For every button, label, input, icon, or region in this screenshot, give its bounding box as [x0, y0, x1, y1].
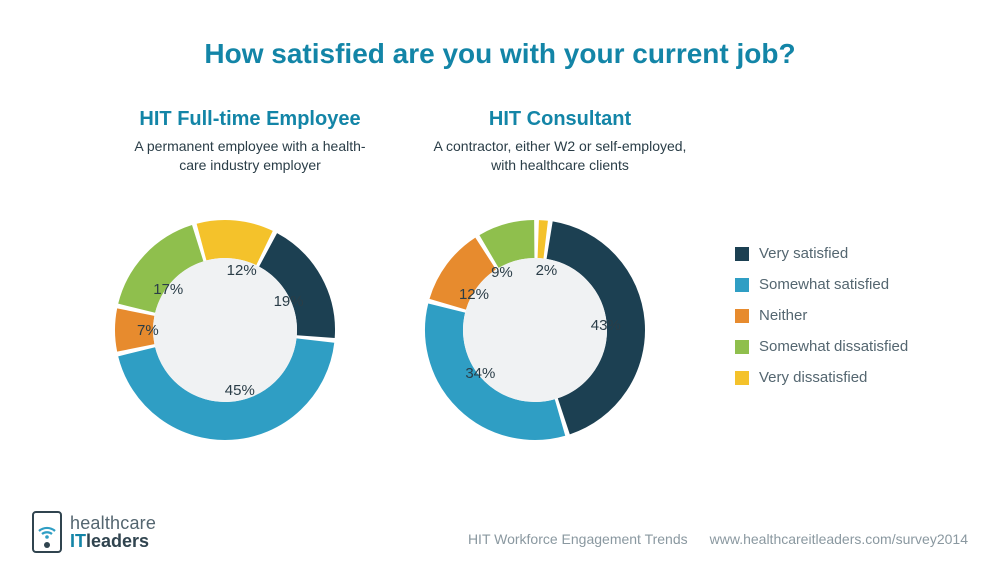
legend-label: Somewhat dissatisfied — [759, 338, 908, 355]
logo-text: healthcare ITleaders — [70, 514, 156, 550]
column-consultant: HIT Consultant A contractor, either W2 o… — [410, 108, 710, 175]
pct-label-neither: 12% — [459, 286, 489, 303]
legend-item-very_dissatisfied: Very dissatisfied — [735, 369, 908, 386]
legend-label: Very satisfied — [759, 245, 848, 262]
page-title: How satisfied are you with your current … — [0, 38, 1000, 70]
page: How satisfied are you with your current … — [0, 0, 1000, 575]
footer-right: HIT Workforce Engagement Trends www.healt… — [468, 531, 968, 547]
chart-title-fulltime: HIT Full-time Employee — [100, 108, 400, 131]
footer-tagline: HIT Workforce Engagement Trends — [468, 531, 688, 547]
pct-label-very_dissatisfied: 2% — [536, 262, 558, 279]
pct-label-somewhat_satisfied: 45% — [225, 382, 255, 399]
device-home-dot — [44, 542, 50, 548]
donut-chart-fulltime: 19% 45% 7% 17% 12% — [95, 200, 355, 460]
logo-line1: healthcare — [70, 514, 156, 532]
footer: healthcare ITleaders HIT Workforce Engag… — [0, 505, 1000, 553]
logo: healthcare ITleaders — [32, 511, 156, 553]
legend-label: Neither — [759, 307, 807, 324]
legend-item-somewhat_satisfied: Somewhat satisfied — [735, 276, 908, 293]
pct-label-somewhat_satisfied: 34% — [465, 365, 495, 382]
pct-label-somewhat_dissatisfied: 9% — [491, 264, 513, 281]
legend-item-very_satisfied: Very satisfied — [735, 245, 908, 262]
legend-item-neither: Neither — [735, 307, 908, 324]
legend-swatch — [735, 309, 749, 323]
donut-chart-consultant: 43% 34% 12%9% 2% — [405, 200, 665, 460]
legend-swatch — [735, 247, 749, 261]
wifi-icon — [37, 522, 57, 542]
legend-swatch — [735, 371, 749, 385]
logo-it: IT — [70, 531, 86, 551]
legend-label: Somewhat satisfied — [759, 276, 889, 293]
legend-label: Very dissatisfied — [759, 369, 867, 386]
legend: Very satisfied Somewhat satisfied Neither S… — [735, 245, 908, 400]
column-fulltime: HIT Full-time Employee A permanent emplo… — [100, 108, 400, 175]
page-title-text: How satisfied are you with your current … — [204, 38, 795, 69]
chart-subtitle-consultant: A contractor, either W2 or self-employed… — [410, 137, 710, 175]
pct-label-somewhat_dissatisfied: 17% — [153, 281, 183, 298]
donut-slice-very_dissatisfied — [538, 239, 545, 240]
logo-device-icon — [32, 511, 62, 553]
legend-swatch — [735, 278, 749, 292]
donut-slice-somewhat_dissatisfied — [489, 239, 534, 251]
footer-url: www.healthcareitleaders.com/survey2014 — [710, 531, 968, 547]
pct-label-very_dissatisfied: 12% — [227, 262, 257, 279]
pct-label-very_satisfied: 43% — [591, 317, 621, 334]
pct-label-neither: 7% — [137, 322, 159, 339]
logo-line2: ITleaders — [70, 532, 156, 550]
legend-item-somewhat_dissatisfied: Somewhat dissatisfied — [735, 338, 908, 355]
donut-slice-very_dissatisfied — [202, 239, 265, 248]
pct-label-very_satisfied: 19% — [274, 293, 304, 310]
donut-slice-neither — [134, 312, 136, 348]
legend-swatch — [735, 340, 749, 354]
chart-title-consultant: HIT Consultant — [410, 108, 710, 131]
logo-leaders: leaders — [86, 531, 149, 551]
chart-subtitle-fulltime: A permanent employee with a health-care … — [100, 137, 400, 175]
